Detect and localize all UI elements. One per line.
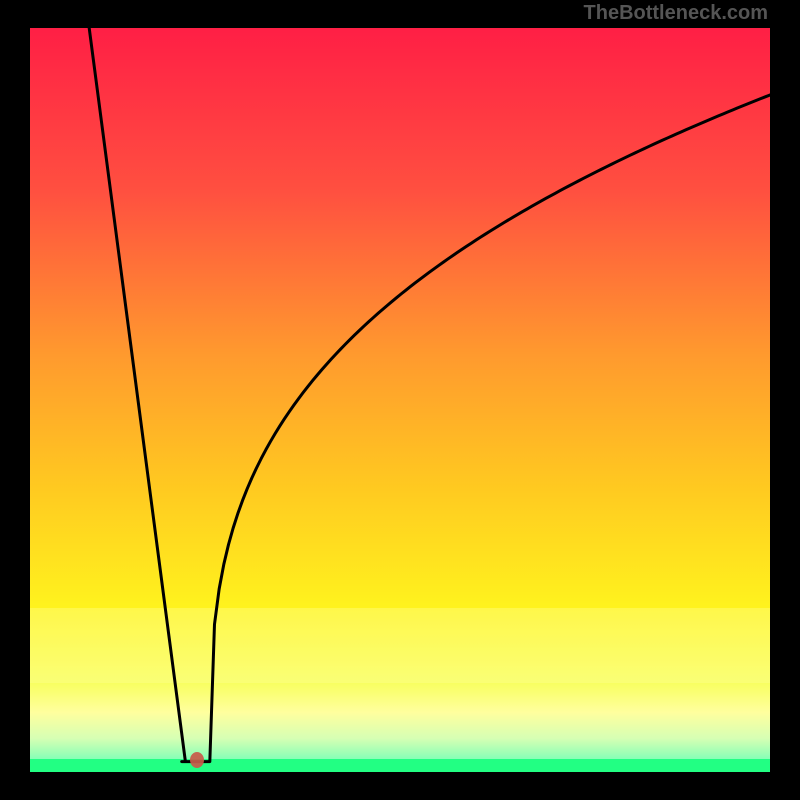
frame-border-right bbox=[770, 0, 800, 800]
minimum-marker-icon bbox=[189, 751, 205, 769]
watermark-text: TheBottleneck.com bbox=[584, 2, 768, 25]
frame-border-bottom bbox=[0, 772, 800, 800]
bottleneck-curve bbox=[30, 28, 770, 772]
plot-area bbox=[30, 28, 770, 772]
frame-border-left bbox=[0, 0, 30, 800]
chart-frame: TheBottleneck.com bbox=[0, 0, 800, 800]
